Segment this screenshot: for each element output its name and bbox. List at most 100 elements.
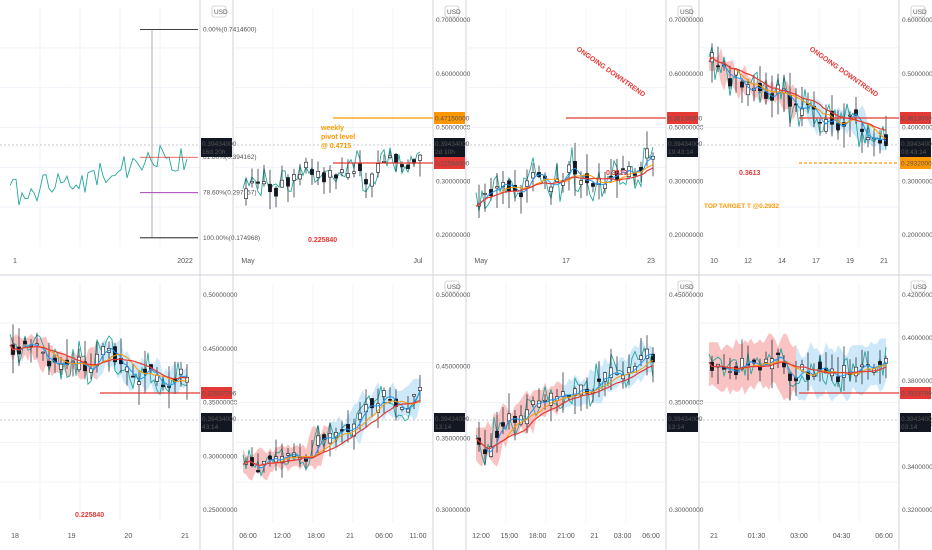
candle-body [800,108,804,116]
candle-body [531,172,535,179]
x-tick-label: 17 [812,258,820,265]
y-tick-label: 0.35000000 [669,400,704,407]
candle-body [59,363,63,370]
currency-label: USD [913,9,927,16]
y-tick-label: 0.20000000 [436,232,471,239]
candle-body [860,364,864,368]
candle-body [728,78,732,87]
candle-body [639,355,643,360]
candle-body [483,193,487,195]
price-countdown: 13:14 [668,424,685,431]
x-tick-label: 06:00 [375,533,393,540]
candle-body [376,163,380,173]
x-tick-label: 21 [181,533,189,540]
y-tick-label: 0.35000000 [203,400,238,407]
candle-body [292,174,296,181]
candle-body [740,81,744,88]
slow-ma-line [475,167,654,207]
candle-body [161,384,165,388]
currency-label: USD [447,284,461,291]
y-tick-label: 61.80%(0.394162) [203,154,257,161]
candle-body [143,368,147,373]
candle-body [304,161,308,169]
candle-body [627,367,631,373]
candle-body [346,173,350,178]
candle-body [376,403,380,413]
chart-annotation: 0.3613 [606,170,628,177]
candle-body [400,164,404,168]
price-countdown: 03:43:14 [901,149,927,156]
x-tick-label: 19 [68,533,76,540]
candle-body [848,114,852,117]
x-tick-label: 04:30 [833,533,851,540]
y-tick-label: 0.30000000 [436,178,471,185]
candle-body [788,373,792,381]
lagging-span-line [9,143,188,206]
candle-body [567,164,571,173]
y-tick-label: 0.30000000 [902,178,932,185]
candle-body [651,353,655,363]
price-tag [900,413,931,432]
mid-ma-line [475,163,654,207]
y-tick-label: 0.50000000 [669,125,704,132]
candle-body [513,415,517,423]
candle-body [746,84,750,96]
y-tick-label: 0.50000000 [203,292,238,299]
y-tick-label: 0.70000000 [436,17,471,24]
currency-box [677,280,693,293]
currency-box [910,280,926,293]
cloud-bullish [330,378,420,452]
price-countdown: 13:14 [435,424,452,431]
y-tick-label: 0.45000000 [203,346,238,353]
candle-body [418,387,422,391]
candle-body [549,186,553,192]
slow-ma-line [242,399,421,466]
fast-ma-line [708,56,887,142]
price-tag [434,138,465,157]
candle-body [23,340,27,345]
candle-body [824,119,828,132]
currency-label: USD [680,9,694,16]
candle-body [591,183,595,187]
price-tag-value: 0.39434000 [668,141,703,148]
candle-body [316,435,320,446]
candle-body [310,169,314,175]
candle-body [334,174,338,179]
y-tick-label: 0.20000000 [669,232,704,239]
candle-body [507,180,511,192]
lagging-span-line [708,46,887,150]
y-tick-label: 0.50000000 [436,125,471,132]
candle-body [268,455,272,460]
candle-body [83,361,87,372]
x-tick-label: 06:00 [239,533,257,540]
x-tick-label: Jul [414,258,423,265]
y-tick-label: 0.45000000 [436,364,471,371]
candle-body [131,375,135,378]
candle-body [125,366,129,372]
level-tag-value: 0.22584000 [435,161,470,168]
candle-body [250,181,254,184]
x-tick-label: 18:00 [307,533,325,540]
y-tick-label: 0.00%(0.7414600) [203,27,257,34]
candle-body [645,348,649,359]
candle-body [286,177,290,187]
candle-body [412,394,416,397]
x-tick-label: 18 [11,533,19,540]
candle-body [41,351,45,354]
level-tag [667,112,698,124]
price-tag-value: 0.39434000 [901,416,932,423]
candle-body [764,358,768,363]
candle-body [316,171,320,178]
x-tick-label: 20 [124,533,132,540]
y-tick-label: 0.35000000 [436,435,471,442]
candle-body [519,192,523,198]
y-tick-label: 0.30000000 [436,507,471,514]
x-tick-label: 10 [710,258,718,265]
candle-body [782,362,786,368]
currency-box [677,5,693,18]
cloud-bullish [796,338,886,402]
